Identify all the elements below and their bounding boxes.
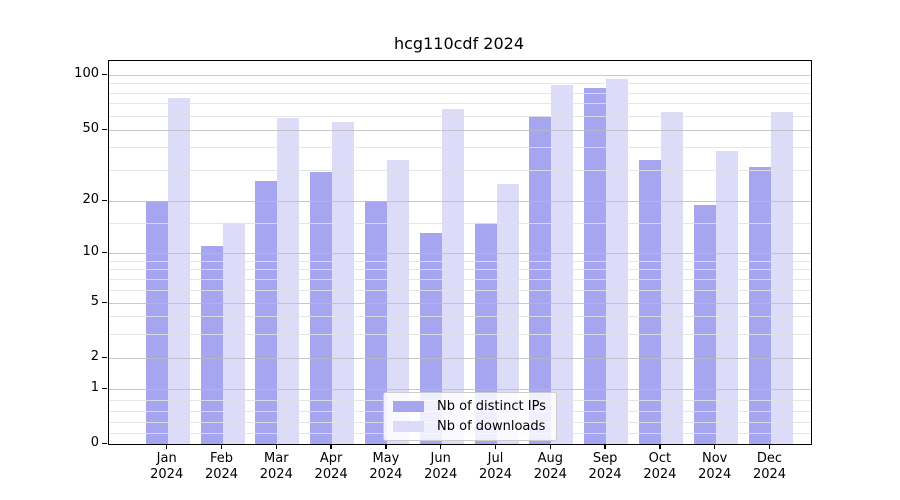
x-tick-label-oct: Oct 2024 (643, 451, 677, 482)
y-tick-label-2: 2 (90, 349, 99, 364)
legend-entry-distinct-ips: Nb of distinct IPs (393, 399, 546, 414)
gridline-1 (109, 389, 811, 390)
gridline-7 (109, 278, 811, 280)
legend-swatch-distinct-ips (393, 401, 424, 412)
bar-downloads-may (386, 159, 409, 444)
x-tick-label-feb: Feb 2024 (204, 451, 239, 482)
bar-distinct-ips-nov (693, 204, 716, 444)
bar-distinct-ips-oct (638, 159, 661, 444)
bar-distinct-ips-sep (584, 87, 607, 444)
bar-distinct-ips-mar (255, 180, 278, 444)
bar-downloads-feb (222, 222, 245, 444)
y-tick-label-100: 100 (74, 66, 99, 81)
gridline-100 (109, 75, 811, 76)
y-tick-label-1: 1 (90, 380, 99, 395)
bar-distinct-ips-jun (419, 233, 442, 444)
gridline-20 (109, 201, 811, 202)
y-tick-label-5: 5 (90, 294, 99, 309)
bar-downloads-nov (715, 151, 738, 444)
y-tick-label-0: 0 (90, 435, 99, 450)
y-tick-0 (102, 442, 107, 444)
legend-label-distinct-ips: Nb of distinct IPs (437, 399, 546, 414)
bar-distinct-ips-aug (529, 115, 552, 444)
y-tick-100 (102, 73, 107, 75)
x-tick-label-aug: Aug 2024 (533, 451, 567, 482)
gridline-40 (109, 147, 811, 149)
gridline-3 (109, 333, 811, 335)
x-tick-dec (768, 444, 771, 450)
legend-swatch-downloads (393, 421, 424, 432)
y-tick-label-50: 50 (82, 121, 99, 136)
legend-entry-downloads: Nb of downloads (393, 419, 546, 434)
bar-distinct-ips-dec (748, 167, 771, 444)
x-tick-oct (659, 444, 661, 450)
gridline-80 (109, 92, 811, 94)
legend-label-downloads: Nb of downloads (437, 419, 546, 434)
gridline-6 (109, 289, 811, 291)
y-tick-20 (102, 199, 107, 201)
gridline-4 (109, 316, 811, 318)
gridline-70 (109, 103, 811, 105)
bar-downloads-apr (332, 122, 355, 444)
gridline-30 (109, 169, 811, 171)
gridline-2 (109, 358, 811, 359)
x-tick-label-nov: Nov 2024 (698, 451, 732, 482)
bar-downloads-aug (551, 85, 574, 444)
y-tick-10 (102, 251, 107, 253)
gridline-90 (109, 83, 811, 85)
x-tick-sep (604, 444, 606, 450)
bar-downloads-mar (277, 118, 300, 444)
x-tick-apr (330, 444, 332, 450)
x-tick-label-dec: Dec 2024 (752, 451, 787, 482)
bar-downloads-jun (441, 109, 464, 444)
gridline-9 (109, 260, 811, 262)
y-tick-1 (102, 387, 107, 389)
x-tick-label-may: May 2024 (369, 451, 403, 482)
y-tick-50 (102, 128, 107, 130)
x-tick-mar (275, 444, 277, 450)
bar-downloads-jul (496, 183, 519, 444)
x-tick-feb (220, 444, 223, 450)
gridline-15 (109, 222, 811, 224)
x-tick-label-jan: Jan 2024 (150, 451, 184, 482)
bar-distinct-ips-feb (200, 245, 223, 444)
bar-downloads-dec (770, 111, 793, 444)
gridline-10 (109, 253, 811, 254)
x-tick-label-jul: Jul 2024 (478, 451, 513, 482)
x-tick-nov (714, 444, 716, 450)
x-tick-jan (166, 444, 168, 450)
x-tick-label-sep: Sep 2024 (588, 451, 622, 482)
x-tick-label-mar: Mar 2024 (259, 451, 293, 482)
bar-distinct-ips-apr (310, 172, 333, 444)
y-tick-label-20: 20 (82, 192, 99, 207)
x-tick-label-jun: Jun 2024 (424, 451, 458, 482)
y-tick-2 (102, 356, 107, 358)
gridline-60 (109, 115, 811, 117)
y-tick-label-10: 10 (82, 244, 99, 259)
gridline-50 (109, 130, 811, 131)
bar-distinct-ips-may (364, 201, 387, 444)
gridline-8 (109, 269, 811, 271)
bar-distinct-ips-jul (474, 222, 497, 444)
legend: Nb of distinct IPs Nb of downloads (383, 392, 557, 441)
bar-downloads-jan (167, 97, 190, 444)
x-tick-jul (494, 444, 497, 450)
x-tick-label-apr: Apr 2024 (314, 451, 348, 482)
gridline-5 (109, 303, 811, 304)
bar-downloads-oct (660, 111, 683, 444)
y-tick-5 (102, 301, 107, 303)
x-tick-aug (549, 444, 551, 450)
bar-distinct-ips-jan (145, 201, 168, 444)
x-tick-jun (440, 444, 442, 450)
x-tick-may (385, 444, 387, 450)
plot-area: Nb of distinct IPs Nb of downloads (108, 60, 812, 445)
chart-title: hcg110cdf 2024 (393, 34, 525, 53)
